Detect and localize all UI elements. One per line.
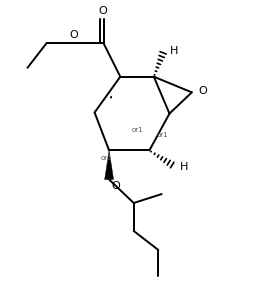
Text: or1: or1 — [101, 155, 113, 161]
Text: O: O — [199, 86, 207, 96]
Text: H: H — [170, 46, 178, 55]
Text: or1: or1 — [131, 127, 143, 133]
Text: H: H — [180, 161, 188, 172]
Text: O: O — [98, 6, 107, 16]
Polygon shape — [105, 150, 114, 180]
Text: or1: or1 — [157, 132, 169, 138]
Text: O: O — [111, 181, 120, 191]
Text: O: O — [69, 30, 78, 41]
